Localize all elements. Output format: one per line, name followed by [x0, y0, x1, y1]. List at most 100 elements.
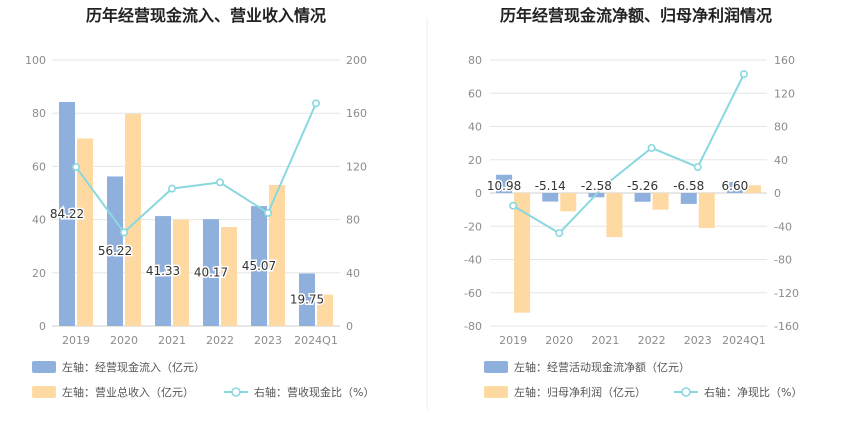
y-left-tick-label: 0	[475, 187, 482, 200]
y-right-tick-label: -120	[774, 287, 799, 300]
y-right-tick-label: 160	[346, 107, 367, 120]
chart-panel-1: 历年经营现金流入、营业收入情况 0 20 40 60 80 100 0 40 80 120 160 20…	[25, 6, 374, 399]
bar-secondary	[173, 219, 189, 326]
y-right-tick-label: 0	[774, 187, 781, 200]
ratio-point	[72, 163, 81, 172]
y-right-tick-label: 200	[346, 54, 367, 67]
ratio-point	[555, 229, 564, 238]
y-right-tick-label: -40	[774, 220, 792, 233]
y-left-tick-label: 0	[39, 320, 46, 333]
ratio-line	[512, 73, 745, 235]
chart-panel-2: 历年经营现金流净额、归母净利润情况 -80 -60 -40 -20 0 20 40 60 80 -1…	[464, 6, 802, 399]
ratio-point	[647, 143, 656, 152]
x-tick-label: 2022	[638, 334, 666, 347]
y-right-tick-label: 0	[346, 320, 353, 333]
legend-swatch	[32, 361, 56, 373]
x-tick-label: 2022	[206, 334, 234, 347]
legend-swatch-point	[681, 387, 691, 397]
ratio-point	[601, 180, 610, 189]
y-right-tick-label: -160	[774, 320, 799, 333]
x-tick-label: 2019	[62, 334, 90, 347]
bar-primary	[496, 174, 513, 193]
ratio-point	[263, 208, 272, 217]
x-tick-label: 2023	[684, 334, 712, 347]
x-tick-label: 2020	[110, 334, 138, 347]
bar-primary	[59, 101, 75, 327]
legend-swatch-point	[231, 387, 241, 397]
y-right-tick-label: 120	[774, 87, 795, 100]
y-left-tick-label: 40	[32, 214, 46, 227]
legend-swatch	[484, 361, 508, 373]
y-left-tick-label: 40	[468, 121, 482, 134]
x-tick-label: 2024Q1	[722, 334, 766, 347]
y-right-tick-label: 160	[774, 54, 795, 67]
bar-data-label: 19.75	[290, 293, 324, 307]
y-right-tick-label: -80	[774, 254, 792, 267]
bar-data-label: 45.07	[242, 259, 276, 273]
bar-secondary	[606, 193, 623, 238]
bar-data-label: 10.98	[487, 179, 521, 193]
bar-data-label: 84.22	[50, 207, 84, 221]
bar-primary	[542, 193, 559, 202]
ratio-point	[216, 178, 225, 187]
x-tick-label: 2023	[254, 334, 282, 347]
bar-data-label: -5.14	[535, 179, 566, 193]
bar-secondary	[221, 227, 237, 326]
bar-data-label: -5.26	[627, 179, 658, 193]
ratio-point	[120, 228, 129, 237]
bar-secondary	[125, 113, 141, 327]
x-tick-label: 2021	[158, 334, 186, 347]
bar-secondary	[317, 294, 333, 326]
bar-data-label: 40.17	[194, 266, 228, 280]
ratio-point	[509, 201, 518, 210]
y-left-tick-label: 80	[468, 54, 482, 67]
bar-secondary	[652, 193, 669, 210]
bar-primary	[634, 193, 651, 202]
bar-primary	[203, 219, 219, 326]
legend-label: 左轴：经营活动现金流净额（亿元）	[514, 360, 690, 374]
x-tick-label: 2024Q1	[294, 334, 338, 347]
legend-label: 左轴：营业总收入（亿元）	[62, 385, 194, 399]
y-left-tick-label: -80	[464, 320, 482, 333]
bar-primary	[299, 273, 315, 326]
y-left-tick-label: -40	[464, 254, 482, 267]
bar-primary	[251, 206, 267, 326]
ratio-line	[75, 102, 317, 234]
legend-label: 左轴：经营现金流入（亿元）	[62, 360, 205, 374]
y-left-tick-label: 80	[32, 107, 46, 120]
bar-primary	[726, 182, 743, 193]
legend-label: 右轴：营收现金比（%）	[254, 385, 374, 399]
y-left-tick-label: 60	[468, 87, 482, 100]
y-left-tick-label: 20	[32, 267, 46, 280]
x-tick-label: 2020	[545, 334, 573, 347]
bar-data-label: 56.22	[98, 244, 132, 258]
chart-title: 历年经营现金流入、营业收入情况	[86, 6, 326, 25]
bar-secondary	[269, 185, 285, 326]
bar-primary	[155, 216, 171, 326]
legend-swatch	[484, 386, 508, 398]
y-left-tick-label: 100	[25, 54, 46, 67]
legend-swatch	[32, 386, 56, 398]
y-right-tick-label: 40	[346, 267, 360, 280]
bar-data-label: 6.60	[722, 179, 749, 193]
legend-label: 右轴：净现比（%）	[704, 385, 802, 399]
ratio-point	[693, 163, 702, 172]
ratio-point	[311, 99, 320, 108]
x-tick-label: 2021	[591, 334, 619, 347]
y-left-tick-label: 20	[468, 154, 482, 167]
bar-data-label: -2.58	[581, 179, 612, 193]
y-right-tick-label: 40	[774, 154, 788, 167]
bar-secondary	[744, 185, 761, 193]
y-right-tick-label: 80	[346, 214, 360, 227]
bar-secondary	[698, 193, 715, 228]
bar-secondary	[560, 193, 577, 212]
bar-data-label: 41.33	[146, 264, 180, 278]
x-tick-label: 2019	[499, 334, 527, 347]
ratio-point	[168, 184, 177, 193]
y-right-tick-label: 120	[346, 160, 367, 173]
y-left-tick-label: -60	[464, 287, 482, 300]
legend-label: 左轴：归母净利润（亿元）	[514, 385, 646, 399]
y-left-tick-label: 60	[32, 160, 46, 173]
